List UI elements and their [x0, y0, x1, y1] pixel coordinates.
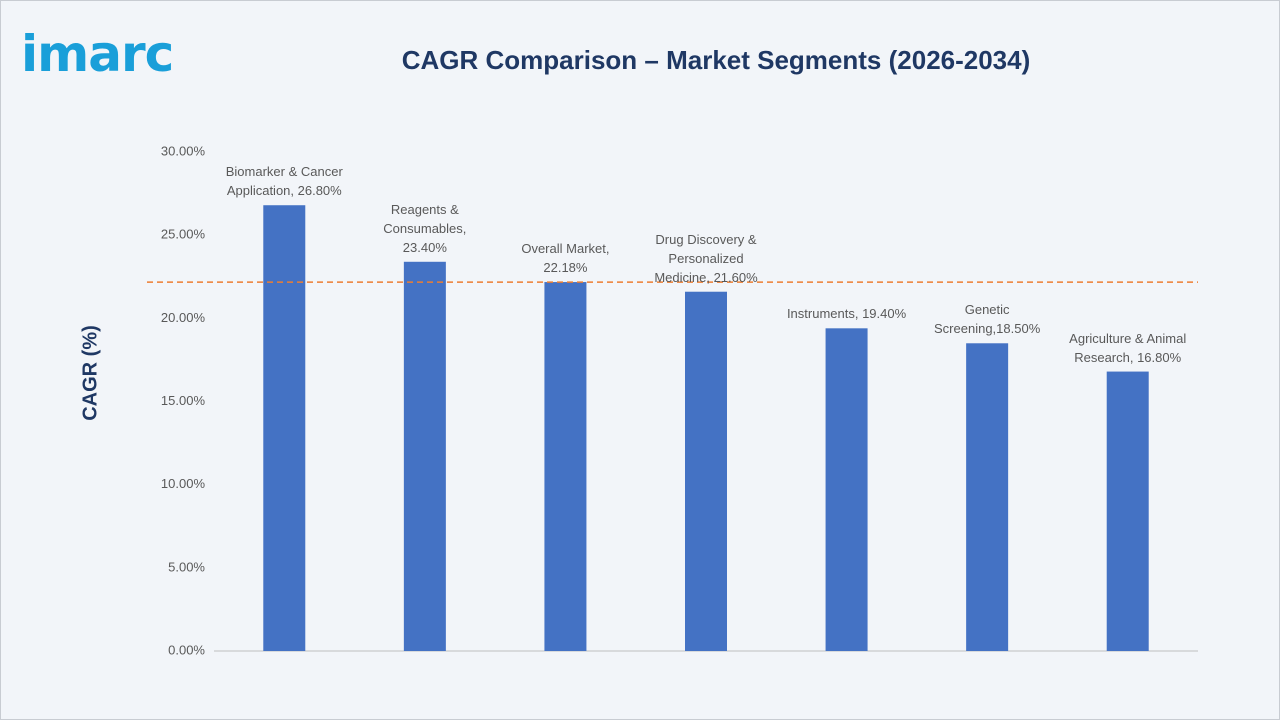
data-label: Biomarker & Cancer Application, 26.80% — [225, 164, 343, 199]
y-tick-label: 10.00% — [161, 476, 206, 491]
y-tick-label: 20.00% — [161, 310, 206, 325]
bar — [403, 261, 446, 651]
y-tick-label: 0.00% — [168, 642, 205, 657]
bar — [1106, 371, 1149, 651]
chart-title: CAGR Comparison – Market Segments (2026-… — [401, 45, 1031, 75]
y-tick-label: 25.00% — [161, 227, 206, 242]
data-label: Reagents & Consumables, 23.40% — [383, 201, 467, 255]
y-tick-label: 5.00% — [168, 559, 205, 574]
bar — [685, 291, 727, 651]
y-tick-label: 30.00% — [161, 143, 206, 158]
bar — [825, 328, 868, 651]
y-axis-label: CAGR (%) — [79, 325, 101, 421]
data-label: Drug Discovery & Personalized Medicine, … — [654, 231, 758, 285]
data-label: Overall Market, 22.18% — [521, 241, 610, 276]
data-label: Genetic Screening,18.50% — [934, 302, 1041, 337]
logo: imarc — [21, 25, 174, 83]
bar — [544, 282, 587, 651]
data-label: Agriculture & Animal Research, 16.80% — [1069, 330, 1187, 365]
data-label: Instruments, 19.40% — [786, 306, 907, 322]
bar — [966, 343, 1009, 651]
y-tick-label: 15.00% — [161, 393, 206, 408]
bar — [263, 205, 306, 651]
